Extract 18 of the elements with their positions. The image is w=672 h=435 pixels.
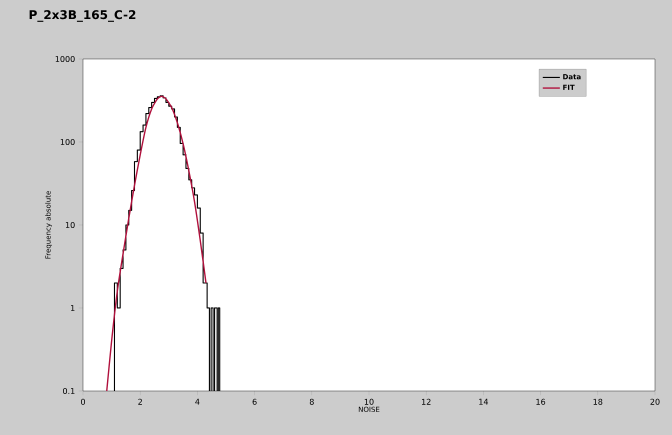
x-tick-label: 16	[536, 398, 546, 405]
x-tick-label: 18	[594, 398, 602, 405]
y-tick-label: 1000	[56, 56, 75, 62]
line-series	[106, 96, 207, 391]
chart-title: P_2x3B_165_C-2	[30, 10, 136, 22]
y-tick-label: 100	[60, 138, 75, 146]
x-tick-label: 6	[252, 398, 257, 405]
y-tick-label: 0.1	[63, 388, 74, 394]
x-tick-label: 20	[650, 398, 660, 405]
x-tick-label: 0	[80, 398, 86, 405]
y-tick-label: 1	[70, 305, 74, 311]
x-tick-label: 8	[310, 398, 314, 405]
x-tick-label: 2	[138, 398, 142, 405]
y-tick-label: 10	[66, 222, 75, 228]
x-tick-label: 10	[364, 398, 374, 405]
x-tick-label: 12	[422, 398, 430, 405]
x-tick-label: 4	[195, 398, 200, 405]
x-tick-label: 14	[479, 398, 488, 405]
